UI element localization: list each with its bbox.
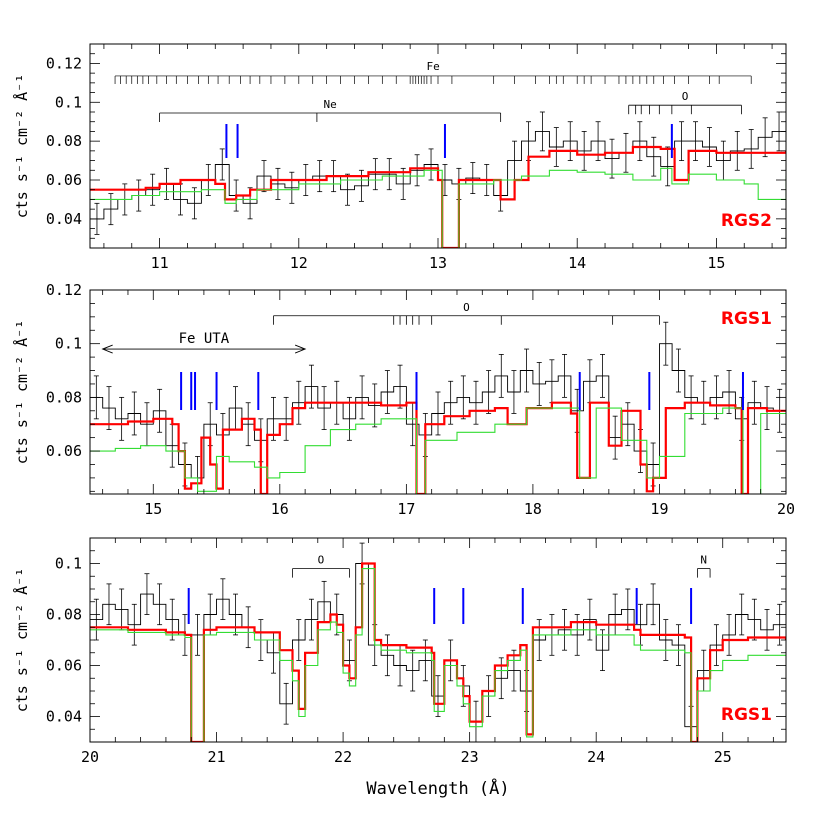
y-tick-label: 0.1	[55, 335, 82, 353]
model-red-line	[90, 401, 786, 494]
model-red-line	[90, 562, 786, 742]
plot-area	[90, 111, 786, 248]
y-tick-label: 0.08	[46, 132, 82, 150]
x-tick-label: 23	[461, 748, 479, 766]
bracket-label: N	[700, 554, 707, 567]
x-tick-label: 18	[524, 500, 542, 518]
x-tick-label: 15	[144, 500, 162, 518]
x-tick-label: 19	[650, 500, 668, 518]
y-axis-title: cts s⁻¹ cm⁻² Å⁻¹	[12, 320, 31, 465]
arrow-head-right	[294, 344, 307, 354]
panel-label: RGS1	[721, 309, 772, 329]
bracket-label: O	[463, 301, 470, 314]
model-green-line	[90, 407, 786, 494]
data-histogram	[90, 343, 786, 479]
panel-label: RGS2	[721, 211, 772, 231]
y-tick-label: 0.06	[46, 442, 82, 460]
x-axis-title: Wavelength (Å)	[366, 777, 509, 799]
y-tick-label: 0.08	[46, 388, 82, 406]
x-tick-label: 20	[81, 748, 99, 766]
x-tick-label: 24	[587, 748, 605, 766]
x-tick-label: 12	[290, 254, 308, 272]
arrow-head-left	[101, 344, 113, 354]
x-tick-label: 22	[334, 748, 352, 766]
x-tick-label: 21	[208, 748, 226, 766]
y-tick-label: 0.12	[46, 54, 82, 72]
fe-uta-label: Fe UTA	[179, 331, 230, 347]
y-tick-label: 0.08	[46, 606, 82, 624]
plot-area	[90, 321, 786, 494]
x-tick-label: 17	[397, 500, 415, 518]
y-axis-title: cts s⁻¹ cm⁻² Å⁻¹	[12, 74, 31, 219]
bracket-label: O	[682, 90, 689, 103]
y-tick-label: 0.06	[46, 171, 82, 189]
y-tick-label: 0.1	[55, 555, 82, 573]
x-tick-label: 14	[568, 254, 586, 272]
bracket-label: O	[318, 554, 325, 567]
panel-2: O Fe UTA 15 16 17 18 19 20 0.06 0.08 0.1 0.12 RGS1 ct…	[12, 281, 795, 518]
bracket-label: Ne	[323, 98, 336, 111]
panel-label: RGS1	[721, 705, 772, 725]
x-tick-label: 13	[429, 254, 447, 272]
model-red-line	[90, 145, 786, 248]
y-tick-label: 0.04	[46, 708, 82, 726]
x-tick-label: 16	[271, 500, 289, 518]
y-tick-label: 0.06	[46, 657, 82, 675]
panel-3: O N 20 21 22 23 24 25 0.04 0.06 0.08 0.1 RGS1 cts s⁻¹…	[12, 537, 787, 766]
bracket-label: Fe	[427, 60, 440, 73]
x-tick-label: 11	[151, 254, 169, 272]
y-tick-label: 0.04	[46, 210, 82, 228]
x-tick-label: 15	[707, 254, 725, 272]
x-tick-label: 25	[714, 748, 732, 766]
model-green-line	[90, 167, 786, 248]
y-axis-title: cts s⁻¹ cm⁻² Å⁻¹	[12, 568, 31, 713]
y-tick-label: 0.1	[55, 93, 82, 111]
plot-area	[90, 542, 786, 742]
panel-1: Fe Ne O 11 12 13 14 15 0.04 0.06 0.08 0.1 0.12 RGS2 ct…	[12, 43, 787, 272]
x-tick-label: 20	[777, 500, 795, 518]
y-tick-label: 0.12	[46, 281, 82, 299]
axes-frame	[89, 289, 787, 495]
model-green-line	[90, 568, 786, 742]
